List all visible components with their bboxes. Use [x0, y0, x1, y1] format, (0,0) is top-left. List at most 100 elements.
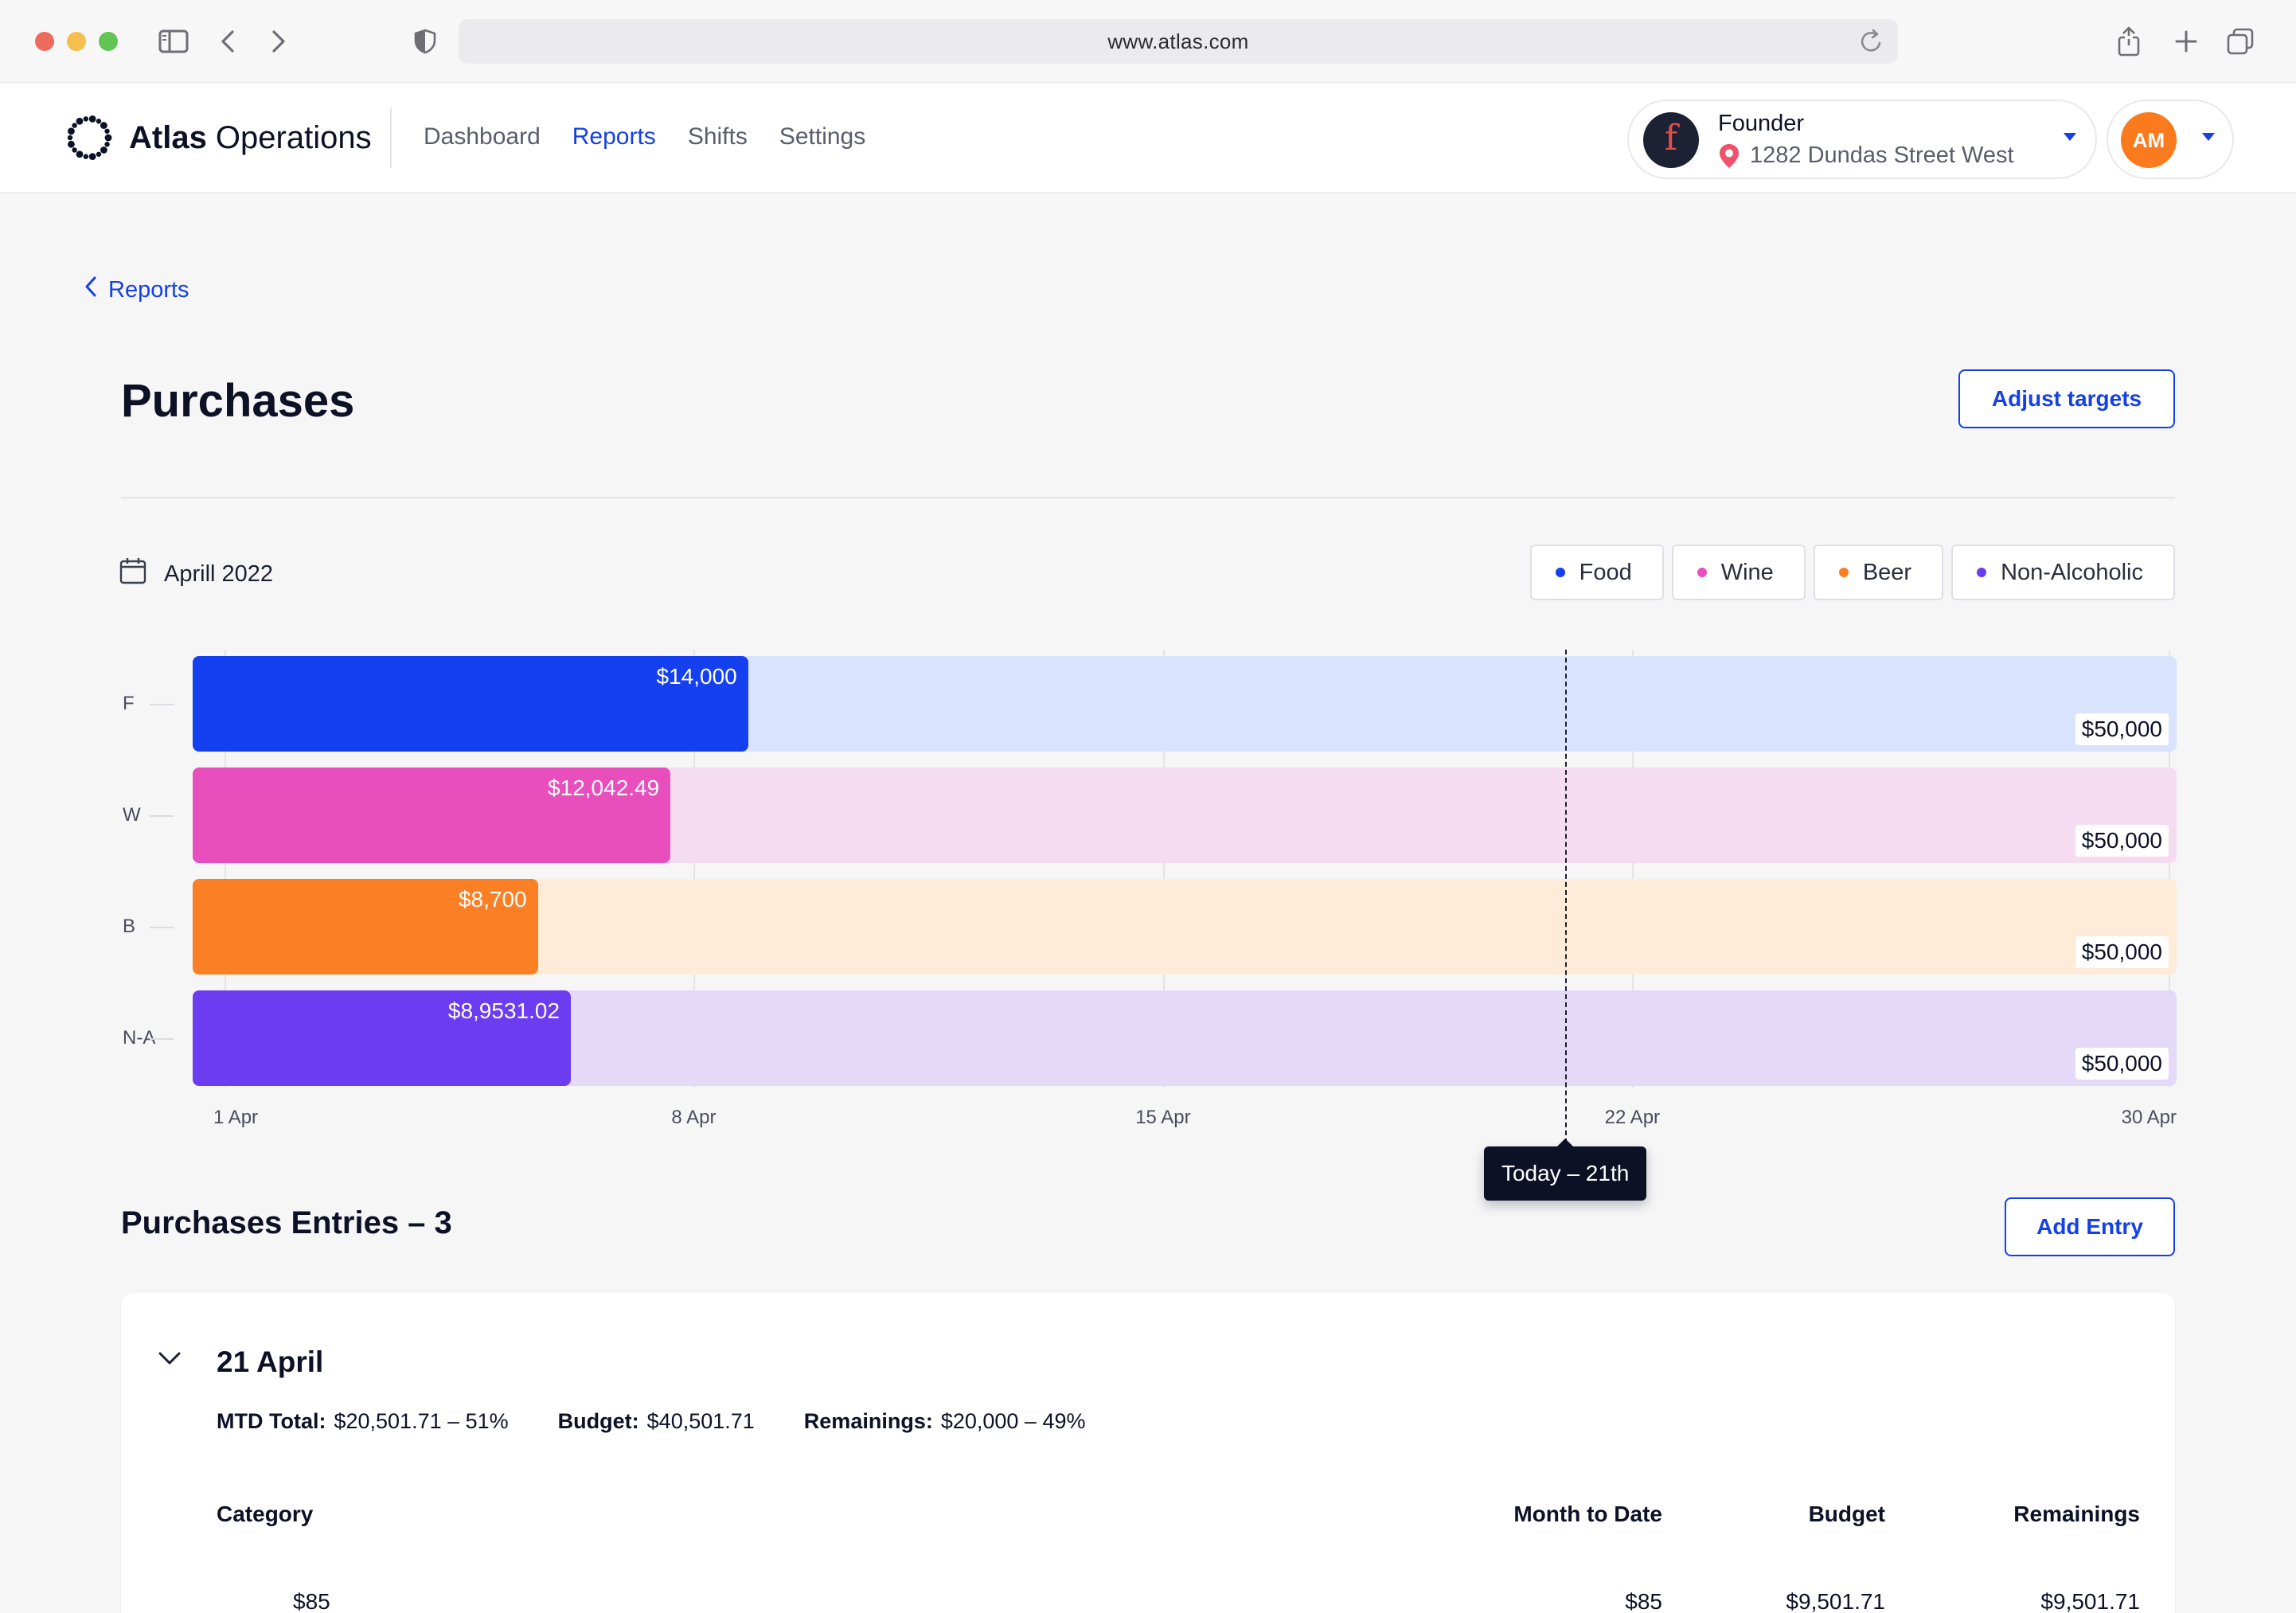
brand-rest: Operations: [206, 120, 372, 155]
app-header: Atlas Operations Dashboard Reports Shift…: [0, 84, 2296, 193]
today-tooltip: Today – 21th: [1483, 1138, 1647, 1201]
legend-dot: [1977, 568, 1987, 577]
atlas-logo-icon: [64, 112, 115, 163]
row-tick: [150, 704, 174, 705]
bar-value-label: $8,9531.02: [447, 998, 560, 1023]
cell-month-to-date: $85: [1625, 1589, 1662, 1613]
legend-beer[interactable]: Beer: [1813, 545, 1944, 600]
share-icon[interactable]: [2110, 22, 2148, 61]
column-header-budget[interactable]: Budget: [1808, 1502, 1885, 1526]
privacy-shield-icon[interactable]: [406, 22, 444, 61]
location-role: Founder: [1718, 111, 1805, 136]
bar-track: $8,700 $50,000: [193, 879, 2177, 974]
chevron-down-icon[interactable]: [158, 1350, 182, 1370]
bar-value-label: $8,700: [458, 887, 527, 912]
bar[interactable]: $12,042.49: [193, 767, 671, 863]
calendar-icon: [119, 557, 146, 591]
entries-title: Purchases Entries – 3: [121, 1205, 452, 1240]
legend-label: Non-Alcoholic: [2001, 559, 2143, 585]
minimize-window-button[interactable]: [67, 32, 86, 51]
add-entry-button[interactable]: Add Entry: [2005, 1197, 2175, 1256]
row-label: W: [123, 804, 141, 826]
adjust-targets-button[interactable]: Adjust targets: [1958, 369, 2175, 428]
new-tab-plus-icon[interactable]: [2167, 22, 2205, 61]
header-divider: [390, 107, 392, 168]
gridline: [693, 650, 696, 1088]
period-label: Aprill 2022: [164, 560, 274, 587]
back-arrow-icon[interactable]: [209, 22, 247, 61]
legend-non-alcoholic[interactable]: Non-Alcoholic: [1951, 545, 2175, 600]
tab-overview-icon[interactable]: [2221, 22, 2259, 61]
legend-label: Food: [1579, 559, 1632, 585]
brand-name[interactable]: Atlas Operations: [129, 120, 372, 156]
chevron-left-icon: [84, 275, 97, 304]
target-value-label: $50,000: [2075, 1048, 2169, 1080]
stat-budget: Budget: $40,501.71: [558, 1409, 755, 1434]
legend-label: Wine: [1720, 559, 1774, 585]
back-to-reports-link[interactable]: Reports: [84, 275, 189, 304]
nav-item-reports[interactable]: Reports: [572, 123, 656, 150]
chevron-down-icon: [2200, 131, 2216, 146]
row-tick: [150, 1038, 174, 1040]
bar-value-label: $12,042.49: [548, 775, 660, 800]
stat-key: Remainings:: [803, 1409, 933, 1433]
reload-icon[interactable]: [1858, 27, 1885, 61]
stat-value: $20,501.71 – 51%: [334, 1409, 509, 1433]
map-pin-icon: [1718, 143, 1740, 174]
x-tick-label: 8 Apr: [671, 1107, 717, 1128]
stat-value: $40,501.71: [646, 1409, 755, 1433]
legend-dot: [1838, 568, 1849, 577]
bar-value-label: $14,000: [656, 664, 737, 689]
cell-remainings: $9,501.71: [2040, 1589, 2140, 1613]
user-menu[interactable]: AM: [2107, 100, 2234, 179]
gridline: [1162, 650, 1165, 1088]
x-tick-label: 30 Apr: [2121, 1107, 2177, 1128]
entry-group-date: 21 April: [217, 1345, 324, 1378]
row-tick: [150, 815, 174, 817]
column-header-month-to-date[interactable]: Month to Date: [1513, 1502, 1662, 1526]
chevron-down-icon: [2062, 131, 2078, 146]
address-bar[interactable]: www.atlas.com: [459, 19, 1898, 64]
row-tick: [150, 927, 174, 928]
target-value-label: $50,000: [2075, 936, 2169, 968]
cell-category: $85: [293, 1589, 330, 1613]
close-window-button[interactable]: [35, 32, 54, 51]
url-text: www.atlas.com: [1107, 29, 1249, 53]
period-picker[interactable]: Aprill 2022: [119, 557, 273, 591]
nav-item-dashboard[interactable]: Dashboard: [424, 123, 541, 150]
entry-group-card: 21 April MTD Total: $20,501.71 – 51% Budg…: [121, 1293, 2175, 1613]
nav-item-settings[interactable]: Settings: [779, 123, 866, 150]
legend-wine[interactable]: Wine: [1671, 545, 1806, 600]
stat-key: MTD Total:: [217, 1409, 326, 1433]
forward-arrow-icon[interactable]: [260, 22, 298, 61]
sidebar-toggle-icon[interactable]: [154, 22, 193, 61]
entry-group-stats: MTD Total: $20,501.71 – 51% Budget: $40,50…: [217, 1409, 1086, 1434]
row-label: B: [123, 916, 136, 937]
stat-remainings: Remainings: $20,000 – 49%: [804, 1409, 1086, 1434]
legend-food[interactable]: Food: [1529, 545, 1664, 600]
bar[interactable]: $8,700: [193, 879, 538, 974]
row-label: F: [123, 693, 135, 714]
zoom-window-button[interactable]: [99, 32, 118, 51]
cell-budget: $9,501.71: [1786, 1589, 1885, 1613]
bar-track: $14,000 $50,000: [193, 656, 2177, 752]
bar-track: $12,042.49 $50,000: [193, 767, 2177, 863]
gridline: [225, 650, 226, 1088]
column-header-category[interactable]: Category: [217, 1502, 314, 1526]
section-divider: [121, 497, 2175, 498]
bar[interactable]: $14,000: [193, 656, 748, 752]
location-switcher[interactable]: f Founder 1282 Dundas Street West: [1627, 100, 2097, 179]
page-title: Purchases: [121, 375, 355, 427]
legend-dot: [1697, 568, 1707, 577]
column-header-remainings[interactable]: Remainings: [2013, 1502, 2140, 1526]
bar[interactable]: $8,9531.02: [193, 990, 572, 1086]
main-nav: Dashboard Reports Shifts Settings: [424, 123, 865, 150]
nav-item-shifts[interactable]: Shifts: [687, 123, 748, 150]
target-value-label: $50,000: [2075, 825, 2169, 857]
back-label: Reports: [108, 276, 189, 303]
stat-key: Budget:: [557, 1409, 639, 1433]
x-tick-label: 15 Apr: [1135, 1107, 1191, 1128]
target-value-label: $50,000: [2075, 713, 2169, 745]
gridline: [1632, 650, 1634, 1088]
chart-legend: Food Wine Beer Non-Alcoholic: [1529, 545, 2175, 600]
